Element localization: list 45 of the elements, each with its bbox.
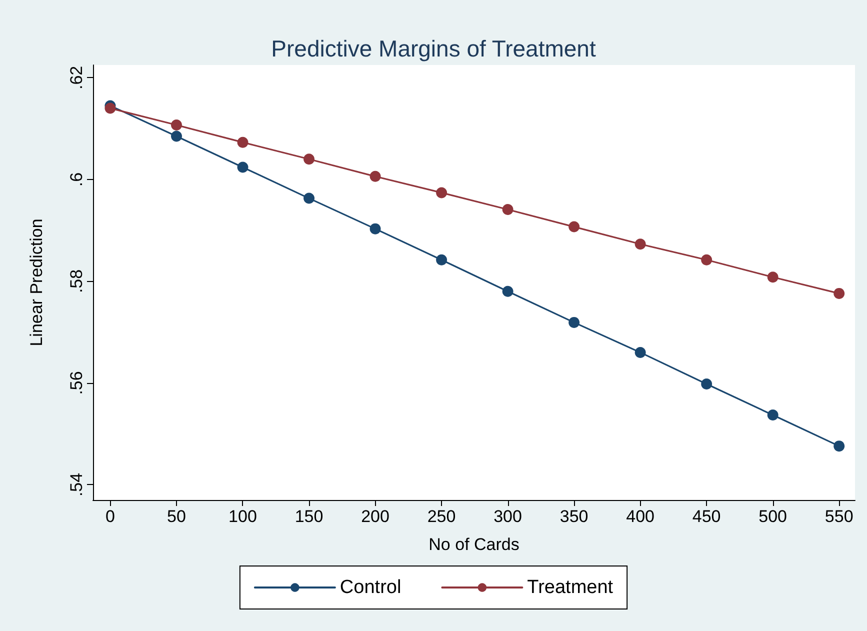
point: [502, 286, 514, 297]
point: [568, 316, 580, 328]
x-tick-label: 350: [560, 507, 588, 526]
x-tick-label: 150: [294, 507, 324, 526]
y-tick-label: .58: [67, 269, 86, 294]
point: [370, 223, 381, 234]
point: [634, 346, 646, 358]
point: [767, 410, 778, 421]
y-tick-label: .54: [67, 472, 86, 497]
x-tick-label: 250: [427, 507, 456, 526]
point: [834, 440, 845, 452]
y-tick-label: .62: [67, 66, 86, 90]
x-tick-label: 300: [494, 507, 522, 526]
x-tick-label: 100: [228, 507, 257, 526]
legend-label: Control: [340, 577, 402, 598]
x-tick-label: 50: [167, 507, 186, 526]
x-tick-label: 550: [824, 507, 854, 526]
point: [304, 154, 315, 165]
y-tick-label: .56: [67, 371, 86, 395]
point: [701, 378, 712, 390]
x-tick-label: 200: [361, 507, 390, 526]
point: [304, 192, 315, 204]
x-tick-label: 0: [105, 507, 115, 526]
x-tick-label: 500: [758, 507, 788, 526]
y-tick-label: .6: [67, 172, 86, 187]
legend-label: Treatment: [527, 577, 614, 598]
y-axis-title: Linear Prediction: [27, 218, 46, 346]
point: [237, 136, 248, 148]
point: [634, 238, 646, 250]
point: [568, 221, 580, 232]
point: [370, 170, 381, 182]
point: [104, 102, 116, 114]
point: [436, 254, 448, 266]
point: [436, 187, 448, 198]
point: [171, 120, 182, 131]
point: [701, 254, 712, 266]
x-tick-label: 400: [626, 507, 654, 526]
point: [767, 272, 778, 283]
point: [171, 130, 182, 142]
point: [834, 288, 845, 299]
point: [502, 204, 514, 215]
point: [237, 162, 248, 173]
chart-title: Predictive Margins of Treatment: [271, 36, 596, 62]
x-tick-label: 450: [692, 507, 721, 526]
x-axis-title: No of Cards: [428, 535, 520, 554]
